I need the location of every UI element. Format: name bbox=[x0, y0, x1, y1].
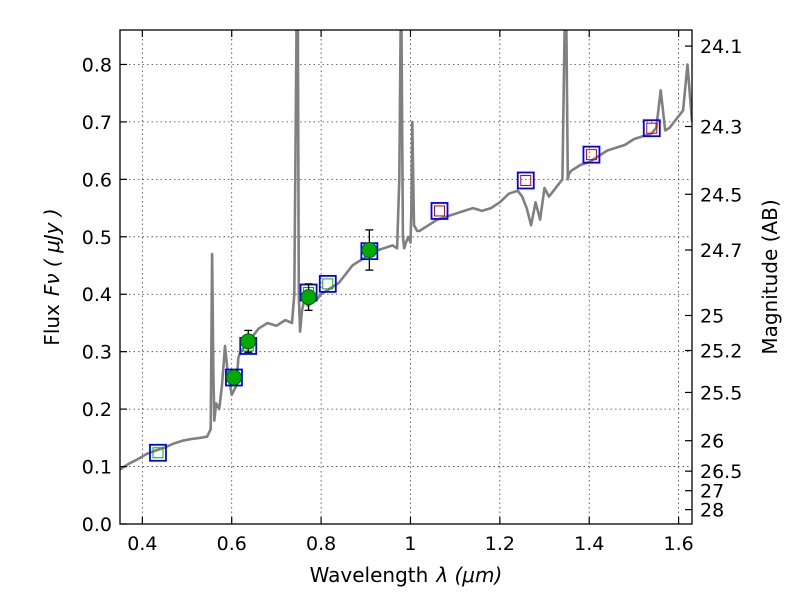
x-tick-label: 0.4 bbox=[127, 533, 157, 555]
y-tick-label: 0.3 bbox=[82, 342, 112, 364]
y2-tick-label: 24.1 bbox=[700, 36, 742, 58]
y-tick-label: 0.8 bbox=[82, 54, 112, 76]
observed-point bbox=[240, 333, 257, 350]
model-point-inner bbox=[434, 205, 446, 217]
model-point-box bbox=[318, 274, 337, 293]
y-tick-label: 0.7 bbox=[82, 112, 112, 134]
y2-tick-label: 26.5 bbox=[700, 461, 742, 483]
x-tick-label: 1.4 bbox=[574, 533, 604, 555]
x-tick-label: 1.6 bbox=[663, 533, 693, 555]
x-tick-label: 0.8 bbox=[306, 533, 336, 555]
y-tick-label: 0.4 bbox=[82, 284, 112, 306]
model-point-box bbox=[516, 171, 535, 190]
spectrum-line bbox=[120, 30, 692, 471]
model-point-box bbox=[582, 145, 601, 164]
observed-point bbox=[300, 289, 317, 306]
plot-frame bbox=[119, 29, 693, 525]
model-point-inner bbox=[152, 447, 164, 459]
y2-tick-label: 25.5 bbox=[700, 382, 742, 404]
y-tick-label: 0.1 bbox=[82, 457, 112, 479]
y-tick-label: 0.2 bbox=[82, 399, 112, 421]
y-tick-label: 0.6 bbox=[82, 169, 112, 191]
y2-tick-label: 28 bbox=[700, 500, 724, 522]
y2-tick-label: 24.7 bbox=[700, 240, 742, 262]
model-point-box bbox=[149, 443, 167, 462]
y2-tick-label: 24.3 bbox=[700, 117, 742, 139]
x-tick-label: 1 bbox=[404, 533, 416, 555]
y2-tick-label: 27 bbox=[700, 481, 724, 503]
points-layer bbox=[149, 119, 661, 462]
model-point-inner bbox=[520, 174, 532, 186]
y2-tick-label: 25.2 bbox=[700, 341, 742, 363]
spectrum-layer bbox=[120, 30, 692, 471]
observations-layer bbox=[225, 229, 378, 386]
model-point-inner bbox=[646, 122, 658, 134]
model-point-box bbox=[430, 202, 449, 220]
ticks-layer: 0.4 0.6 0.8 1 1.2 1.4 1.6 0.0 0.1 0.2 0.3 0.4 0.5 0.6… bbox=[82, 30, 742, 555]
model-point-inner bbox=[585, 149, 597, 161]
model-point-box bbox=[642, 119, 661, 138]
y-tick-label: 0.5 bbox=[82, 227, 112, 249]
observed-point bbox=[361, 242, 378, 259]
model-point-inner bbox=[322, 278, 334, 290]
y2-axis-label: Magnitude (AB) bbox=[758, 199, 782, 354]
x-axis-label: Wavelength λ (μm) bbox=[310, 563, 503, 587]
y-axis-label: FluxFν ( μJy ) bbox=[40, 208, 64, 345]
observed-point bbox=[225, 369, 242, 386]
y2-tick-label: 26 bbox=[700, 431, 724, 453]
y-tick-label: 0.0 bbox=[82, 514, 112, 536]
y2-tick-label: 24.5 bbox=[700, 184, 742, 206]
x-tick-label: 1.2 bbox=[485, 533, 515, 555]
grid-layer bbox=[120, 30, 692, 525]
y2-tick-label: 25 bbox=[700, 305, 724, 327]
x-tick-label: 0.6 bbox=[217, 533, 247, 555]
